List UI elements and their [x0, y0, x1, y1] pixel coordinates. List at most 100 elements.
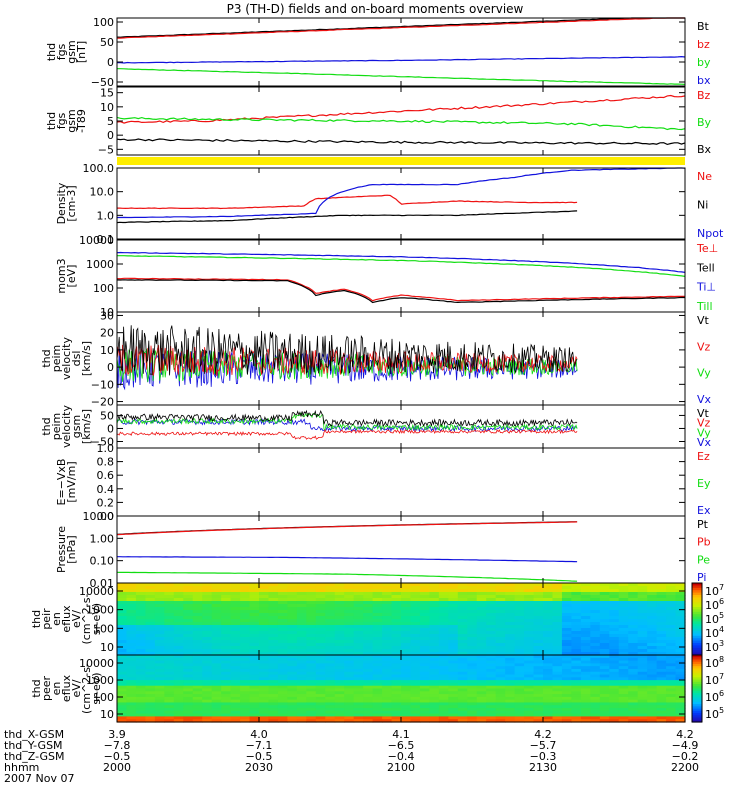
panel10-heat-cell: [410, 655, 421, 659]
panel10-ytick-label: 1000: [86, 674, 114, 687]
panel9-heat-cell: [656, 622, 667, 626]
panel10-heat-cell: [325, 713, 336, 718]
panel10-heat-cell: [628, 699, 639, 704]
panel10-heat-cell: [315, 691, 326, 695]
panel9-heat-cell: [647, 640, 658, 644]
panel9-heat-cell: [552, 646, 563, 650]
panel9-heat-cell: [202, 613, 213, 617]
panel9-heat-cell: [287, 601, 298, 605]
panel9-heat-cell: [240, 598, 251, 602]
panel10-heat-cell: [249, 655, 260, 659]
panel9-heat-cell: [183, 640, 194, 644]
panel9-heat-cell: [561, 589, 572, 593]
panel9-heat-cell: [505, 646, 516, 650]
panel9-heat-cell: [249, 646, 260, 650]
panel10-heat-cell: [287, 694, 298, 698]
panel9-heat-cell: [429, 637, 440, 641]
panel10-heat-cell: [391, 696, 402, 701]
panel9-heat-cell: [561, 646, 572, 650]
panel9-heat-cell: [183, 628, 194, 632]
panel10-heat-cell: [552, 696, 563, 701]
panel10-heat-cell: [647, 713, 658, 718]
panel9-heat-cell: [154, 601, 165, 605]
panel9-heat-cell: [287, 622, 298, 626]
panel10-heat-cell: [192, 716, 203, 720]
panel10-heat-cell: [391, 674, 402, 678]
panel10-heat-cell: [429, 668, 440, 673]
panel9-heat-cell: [334, 646, 345, 650]
panel10-heat-cell: [637, 657, 648, 662]
panel9-heat-cell: [363, 631, 374, 635]
panel9-heat-cell: [306, 604, 317, 608]
panel9-heat-cell: [145, 628, 156, 632]
panel9-colorbar-cell: [692, 633, 702, 637]
panel9-heat-cell: [401, 613, 412, 617]
panel9-heat-cell: [448, 631, 459, 635]
panel9-heat-cell: [495, 610, 506, 614]
panel9-heat-cell: [202, 610, 213, 614]
panel9-heat-cell: [666, 592, 677, 596]
panel9-heat-cell: [514, 637, 525, 641]
panel10-heat-cell: [524, 682, 535, 687]
panel9-heat-cell: [135, 646, 146, 650]
panel9-heat-cell: [372, 586, 383, 590]
panel10-heat-cell: [334, 677, 345, 681]
panel9-heat-cell: [353, 583, 364, 587]
panel10-heat-cell: [429, 708, 440, 712]
panel10-heat-cell: [618, 694, 629, 698]
panel10-heat-cell: [296, 657, 307, 662]
panel10-heat-cell: [561, 719, 572, 723]
panel10-heat-cell: [202, 699, 213, 704]
panel10-heat-cell: [382, 671, 393, 676]
panel10-heat-cell: [571, 666, 582, 670]
panel3-ytick-label: 10.0: [90, 186, 115, 199]
panel9-heat-cell: [334, 601, 345, 605]
panel9-heat-cell: [609, 652, 620, 656]
panel9-heat-cell: [126, 649, 137, 653]
panel10-heat-cell: [429, 677, 440, 681]
panel9-heat-cell: [666, 628, 677, 632]
panel10-heat-cell: [419, 694, 430, 698]
panel10-heat-cell: [382, 674, 393, 678]
panel10-heat-cell: [154, 691, 165, 695]
panel10-heat-cell: [524, 680, 535, 684]
panel10-heat-cell: [666, 663, 677, 667]
panel9-heat-cell: [117, 607, 128, 611]
panel10-heat-cell: [637, 702, 648, 706]
panel10-heat-cell: [647, 691, 658, 695]
panel10-heat-cell: [486, 696, 497, 701]
panel10-heat-cell: [202, 655, 213, 659]
panel9-heat-cell: [467, 631, 478, 635]
panel9-heat-cell: [372, 652, 383, 656]
panel9-heat-cell: [221, 634, 232, 638]
panel9-heat-cell: [211, 613, 222, 617]
xaxis-row-label: thd_Z-GSM: [4, 750, 64, 763]
panel9-heat-cell: [249, 652, 260, 656]
panel10-heat-cell: [419, 713, 430, 718]
panel9-heat-cell: [429, 628, 440, 632]
panel9-heat-cell: [543, 589, 554, 593]
panel9-heat-cell: [164, 640, 175, 644]
panel10-heat-cell: [277, 691, 288, 695]
panel9-heat-cell: [363, 595, 374, 599]
panel9-heat-cell: [543, 598, 554, 602]
panel9-colorbar-cell: [692, 638, 702, 642]
panel9-heat-cell: [202, 589, 213, 593]
panel9-heat-cell: [230, 640, 241, 644]
xaxis-row-label: thd_X-GSM: [4, 728, 64, 741]
panel10-heat-cell: [363, 713, 374, 718]
panel9-heat-cell: [145, 583, 156, 587]
panel10-heat-cell: [448, 702, 459, 706]
panel10-heat-cell: [599, 685, 610, 690]
panel4-ytick-label: 100: [93, 282, 114, 295]
panel10-heat-cell: [486, 685, 497, 690]
panel10-heat-cell: [476, 705, 487, 709]
panel10-heat-cell: [467, 680, 478, 684]
panel9-heat-cell: [637, 589, 648, 593]
panel9-heat-cell: [363, 592, 374, 596]
panel7-ylabel-line: [mV/m]: [65, 461, 78, 502]
panel10-heat-cell: [571, 685, 582, 690]
panel9-heat-cell: [315, 595, 326, 599]
panel10-heat-cell: [382, 710, 393, 715]
panel10-heat-cell: [372, 685, 383, 690]
